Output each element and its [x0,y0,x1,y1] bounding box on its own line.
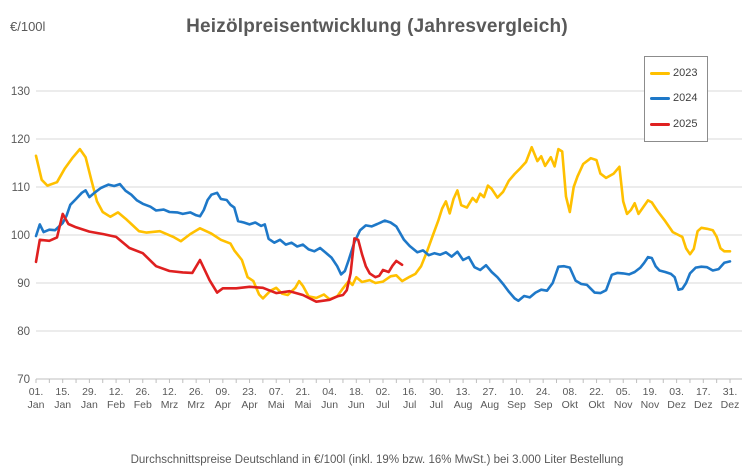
x-tick-label-day: 03. [669,386,684,398]
x-tick-label-day: 07. [269,386,284,398]
x-tick-label-month: Aug [454,399,473,411]
x-tick-label-day: 19. [643,386,658,398]
series-line-2023 [34,145,732,301]
y-tick-label-70: 70 [17,374,30,386]
x-tick-label-day: 26. [189,386,204,398]
x-tick-label-month: Mai [294,399,311,411]
x-tick-label-day: 10. [509,386,524,398]
x-tick-label-month: Jun [348,399,365,411]
y-tick-label-110: 110 [12,182,30,194]
x-tick-label-day: 23. [242,386,257,398]
x-tick-label-month: Jul [403,399,416,411]
x-tick-label-month: Jan [81,399,98,411]
x-tick-label-month: Jul [376,399,389,411]
x-tick-label-month: Nov [614,399,633,411]
x-tick-label-day: 30. [429,386,444,398]
legend-item-2025: 2025 [650,117,702,130]
x-tick-label-day: 12. [162,386,177,398]
x-tick-label-day: 15. [55,386,70,398]
x-tick-label-month: Sep [534,399,553,411]
legend: 2023 2024 2025 [644,56,708,142]
legend-item-2024: 2024 [650,93,702,104]
x-tick-label-day: 21. [296,386,311,398]
x-tick-label-day: 18. [349,386,364,398]
y-tick-label-80: 80 [17,326,30,338]
x-tick-label-day: 02. [376,386,391,398]
x-tick-label-day: 31. [723,386,738,398]
x-tick-label-month: Okt [562,399,578,411]
x-tick-label-day: 08. [563,386,578,398]
series-line-2025 [34,212,404,304]
x-tick-label-day: 05. [616,386,631,398]
x-tick-label-day: 01. [29,386,44,398]
x-tick-label-day: 13. [456,386,471,398]
y-axis-unit-label: €/100l [10,19,46,34]
x-tick-label-day: 27. [482,386,497,398]
x-tick-label-day: 16. [402,386,417,398]
x-tick-label-month: Jan [54,399,71,411]
x-tick-label-month: Dez [694,399,713,411]
x-tick-label-month: Jan [28,399,45,411]
legend-label-2025: 2025 [673,117,698,130]
x-tick-label-month: Okt [588,399,604,411]
x-tick-label-month: Nov [641,399,660,411]
legend-swatch-2025 [650,122,670,126]
chart-title: Heizölpreisentwicklung (Jahresvergleich) [186,16,568,37]
footer-caption: Durchschnittspreise Deutschland in €/100… [130,454,624,466]
y-tick-label-120: 120 [11,134,30,146]
y-tick-label-90: 90 [17,278,30,290]
x-tick-label-day: 04. [322,386,337,398]
x-tick-label-month: Feb [107,399,125,411]
legend-label-2024: 2024 [673,92,698,105]
x-tick-label-month: Dez [667,399,686,411]
x-tick-label-month: Mai [268,399,285,411]
x-tick-label-day: 17. [696,386,711,398]
y-tick-label-100: 100 [11,230,30,242]
legend-label-2023: 2023 [673,67,698,80]
x-tick-label-month: Dez [721,399,740,411]
x-tick-label-month: Apr [241,399,258,411]
series-line-2024 [34,182,732,303]
legend-swatch-2023 [650,72,670,76]
legend-item-2023: 2023 [650,68,702,79]
x-tick-label-day: 12. [109,386,124,398]
x-tick-label-month: Apr [215,399,232,411]
x-tick-label-month: Sep [507,399,526,411]
x-tick-label-day: 09. [216,386,231,398]
x-tick-label-day: 22. [589,386,604,398]
x-tick-label-month: Mrz [161,399,179,411]
x-tick-label-month: Feb [134,399,152,411]
y-tick-label-130: 130 [11,86,30,98]
legend-swatch-2024 [650,97,670,101]
x-tick-label-month: Aug [480,399,499,411]
x-tick-label-month: Jun [321,399,338,411]
x-tick-label-day: 26. [135,386,150,398]
x-tick-label-day: 24. [536,386,551,398]
x-tick-label-day: 29. [82,386,97,398]
x-tick-label-month: Jul [430,399,443,411]
x-tick-label-month: Mrz [187,399,205,411]
